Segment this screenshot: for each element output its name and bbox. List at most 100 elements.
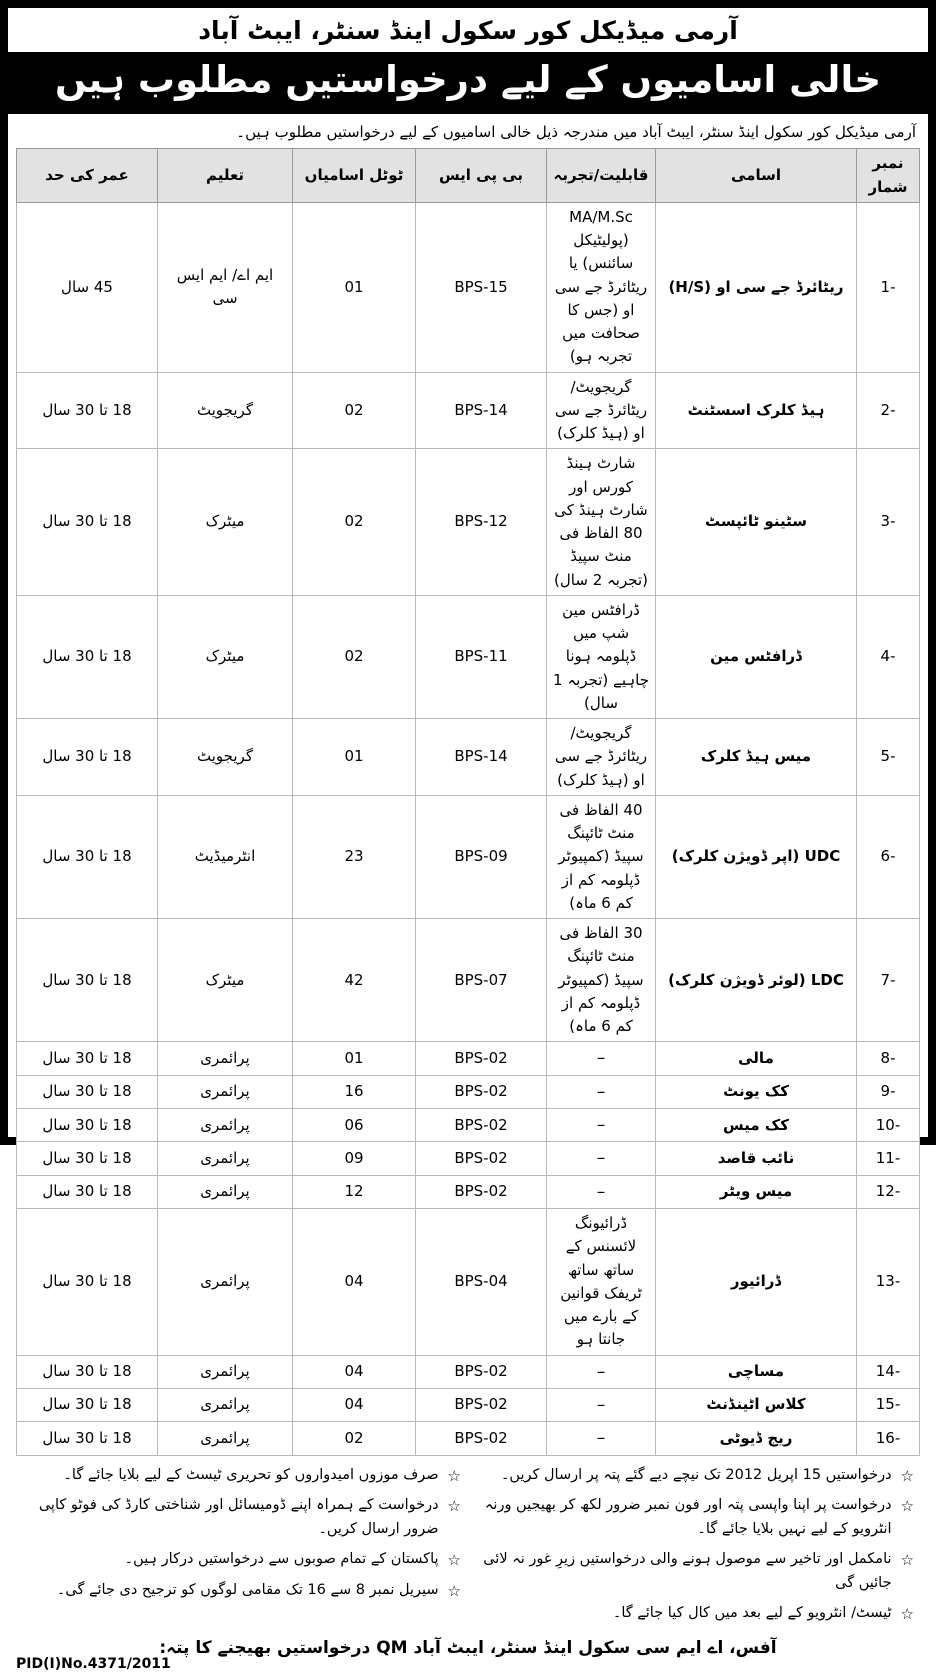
cell-post: سٹینو ٹائپسٹ	[655, 448, 857, 596]
cell-education: پرائمری	[157, 1141, 293, 1176]
star-bullet-icon: ☆	[900, 1605, 914, 1624]
table-row: -10 کک میس – BPS-02 06 پرائمری 18 تا 30 سال	[16, 1108, 920, 1143]
cell-post: ہیڈ کلرک اسسٹنٹ	[655, 371, 857, 450]
cell-education: گریجویٹ	[157, 371, 293, 450]
cell-age: 18 تا 30 سال	[16, 1208, 158, 1356]
cell-post: میس ہیڈ کلرک	[655, 718, 857, 796]
cell-education: پرائمری	[157, 1041, 293, 1076]
cell-age: 18 تا 30 سال	[16, 1141, 158, 1176]
cell-vacancies: 02	[292, 448, 416, 596]
cell-post: UDC (اپر ڈویژن کلرک)	[655, 794, 857, 920]
table-row: -4 ڈرافٹس مین ڈرافٹس مین شپ میں ڈپلومہ ہون…	[16, 594, 920, 720]
jobs-table-wrapper: نمبر شمار اسامی قابلیت/تجربہ بی پی ایس ٹ…	[8, 148, 928, 1456]
cell-serial: -16	[856, 1421, 920, 1456]
cell-serial: -3	[856, 448, 920, 596]
col-header-education: تعلیم	[157, 148, 293, 203]
star-bullet-icon: ☆	[447, 1581, 461, 1600]
table-row: -13 ڈرائیور ڈرائیونگ لائسنس کے ساتھ ساتھ ٹ…	[16, 1208, 920, 1356]
cell-age: 18 تا 30 سال	[16, 371, 158, 450]
cell-bps: BPS-02	[415, 1041, 547, 1076]
footer: QM آفس، اے ایم سی سکول اینڈ سنٹر، ایبٹ آ…	[8, 1633, 928, 1677]
notes-column-left: ☆ صرف موزوں امیدواروں کو تحریری ٹیسٹ کے ل…	[22, 1464, 461, 1633]
cell-bps: BPS-07	[415, 918, 547, 1043]
table-row: -6 UDC (اپر ڈویژن کلرک) 40 الفاظ فی منٹ ٹا…	[16, 794, 920, 920]
cell-qualification: MA/M.Sc (پولیٹیکل سائنس) یا ریٹائرڈ جے س…	[546, 201, 656, 373]
note-item: ☆ درخواستیں 15 اپریل 2012 تک نیچے دیے گئے…	[475, 1464, 914, 1488]
cell-education: پرائمری	[157, 1074, 293, 1110]
cell-age: 45 سال	[16, 201, 158, 373]
note-item: ☆ درخواست کے ہمراہ اپنے ڈومیسائل اور شناخ…	[22, 1494, 461, 1541]
cell-post: مساچی	[655, 1354, 857, 1389]
advertisement-inner-frame: آرمی میڈیکل کور سکول اینڈ سنٹر، ایبٹ آبا…	[6, 6, 930, 1672]
cell-education: میٹرک	[157, 448, 293, 596]
cell-age: 18 تا 30 سال	[16, 1074, 158, 1110]
table-row: -2 ہیڈ کلرک اسسٹنٹ گریجویٹ/ ریٹائرڈ جے سی …	[16, 371, 920, 450]
cell-serial: -5	[856, 718, 920, 796]
note-item: ☆ درخواست پر اپنا واپسی پتہ اور فون نمبر …	[475, 1494, 914, 1541]
jobs-table-head: نمبر شمار اسامی قابلیت/تجربہ بی پی ایس ٹ…	[16, 148, 920, 203]
note-item: ☆ صرف موزوں امیدواروں کو تحریری ٹیسٹ کے ل…	[22, 1464, 461, 1488]
cell-post: ریٹائرڈ جے سی او (H/S)	[655, 201, 857, 373]
star-bullet-icon: ☆	[900, 1551, 914, 1570]
star-bullet-icon: ☆	[900, 1466, 914, 1485]
cell-qualification: 40 الفاظ فی منٹ ٹائپنگ سپیڈ (کمپیوٹر ڈپل…	[546, 794, 656, 920]
cell-vacancies: 04	[292, 1387, 416, 1423]
cell-post: ڈرافٹس مین	[655, 594, 857, 720]
cell-vacancies: 01	[292, 718, 416, 796]
star-bullet-icon: ☆	[447, 1497, 461, 1516]
jobs-table: نمبر شمار اسامی قابلیت/تجربہ بی پی ایس ٹ…	[16, 148, 920, 1456]
col-header-vacancies: ٹوٹل اسامیاں	[292, 148, 416, 203]
cell-qualification: –	[546, 1108, 656, 1143]
note-item: ☆ ٹیسٹ/ انٹرویو کے لیے بعد میں کال کیا جا…	[475, 1602, 914, 1626]
cell-age: 18 تا 30 سال	[16, 448, 158, 596]
cell-education: میٹرک	[157, 918, 293, 1043]
cell-qualification: –	[546, 1041, 656, 1076]
cell-qualification: –	[546, 1174, 656, 1210]
cell-qualification: ڈرافٹس مین شپ میں ڈپلومہ ہونا چاہیے (تجر…	[546, 594, 656, 720]
cell-post: کک یونٹ	[655, 1074, 857, 1110]
cell-serial: -4	[856, 594, 920, 720]
organization-header: آرمی میڈیکل کور سکول اینڈ سنٹر، ایبٹ آبا…	[8, 8, 928, 52]
note-text: درخواست کے ہمراہ اپنے ڈومیسائل اور شناخت…	[38, 1497, 439, 1537]
cell-serial: -6	[856, 794, 920, 920]
cell-vacancies: 04	[292, 1208, 416, 1356]
cell-post: LDC (لوئر ڈویژن کلرک)	[655, 918, 857, 1043]
star-bullet-icon: ☆	[900, 1497, 914, 1516]
cell-education: پرائمری	[157, 1174, 293, 1210]
cell-age: 18 تا 30 سال	[16, 1387, 158, 1423]
footer-address-label: درخواستیں بھیجنے کا پتہ:	[159, 1637, 371, 1658]
table-header-row: نمبر شمار اسامی قابلیت/تجربہ بی پی ایس ٹ…	[16, 148, 920, 203]
cell-qualification: –	[546, 1141, 656, 1176]
cell-serial: -15	[856, 1387, 920, 1423]
cell-vacancies: 06	[292, 1108, 416, 1143]
cell-bps: BPS-09	[415, 794, 547, 920]
cell-qualification: –	[546, 1074, 656, 1110]
cell-bps: BPS-04	[415, 1208, 547, 1356]
cell-post: کلاس اٹینڈنٹ	[655, 1387, 857, 1423]
cell-vacancies: 02	[292, 1421, 416, 1456]
cell-post: ڈرائیور	[655, 1208, 857, 1356]
cell-education: میٹرک	[157, 594, 293, 720]
banner-title: خالی اسامیوں کے لیے درخواستیں مطلوب ہیں	[54, 57, 882, 101]
cell-post: ریج ڈیوٹی	[655, 1421, 857, 1456]
table-row: -16 ریج ڈیوٹی – BPS-02 02 پرائمری 18 تا 30 سال	[16, 1421, 920, 1456]
cell-age: 18 تا 30 سال	[16, 1041, 158, 1076]
cell-bps: BPS-02	[415, 1354, 547, 1389]
cell-bps: BPS-14	[415, 718, 547, 796]
cell-serial: -10	[856, 1108, 920, 1143]
cell-serial: -11	[856, 1141, 920, 1176]
cell-education: انٹرمیڈیٹ	[157, 794, 293, 920]
col-header-age: عمر کی حد	[16, 148, 158, 203]
cell-bps: BPS-02	[415, 1074, 547, 1110]
note-text: پاکستان کے تمام صوبوں سے درخواستیں درکار…	[124, 1551, 439, 1568]
cell-bps: BPS-14	[415, 371, 547, 450]
cell-vacancies: 04	[292, 1354, 416, 1389]
cell-age: 18 تا 30 سال	[16, 918, 158, 1043]
cell-age: 18 تا 30 سال	[16, 1108, 158, 1143]
cell-serial: -1	[856, 201, 920, 373]
cell-education: پرائمری	[157, 1108, 293, 1143]
cell-education: پرائمری	[157, 1421, 293, 1456]
notes-column-right: ☆ درخواستیں 15 اپریل 2012 تک نیچے دیے گئے…	[475, 1464, 914, 1633]
cell-qualification: –	[546, 1421, 656, 1456]
